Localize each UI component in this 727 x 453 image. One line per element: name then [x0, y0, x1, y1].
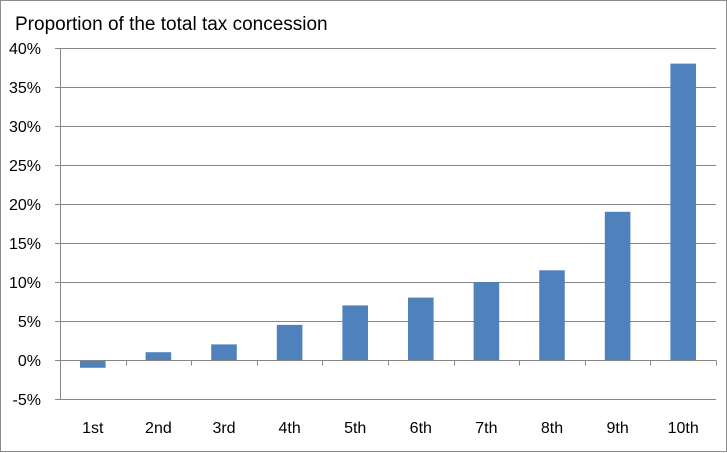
bar-8th [539, 270, 565, 360]
x-tick-label: 6th [410, 420, 432, 437]
x-tick-label: 10th [668, 420, 699, 437]
x-tick-label: 1st [82, 420, 104, 437]
bar-9th [604, 211, 631, 360]
x-tick-label: 3rd [212, 420, 235, 437]
y-tick-label: 40% [9, 41, 41, 58]
y-tick-label: -5% [13, 392, 41, 409]
y-tick-label: 15% [9, 236, 41, 253]
x-tick-label: 7th [475, 420, 497, 437]
bar-5th [342, 305, 368, 360]
x-tick-label: 9th [606, 420, 628, 437]
y-tick-label: 5% [18, 314, 41, 331]
bar-10th [670, 63, 696, 360]
bars [80, 63, 696, 368]
y-tick-label: 35% [9, 80, 41, 97]
y-tick-label: 0% [18, 353, 41, 370]
bar-2nd [145, 352, 172, 360]
y-tick-label: 30% [9, 119, 41, 136]
bar-4th [276, 324, 303, 360]
x-tick-label: 4th [278, 420, 300, 437]
chart-title: Proportion of the total tax concession [15, 14, 328, 35]
bar-1st [80, 360, 106, 368]
y-tick-label: 10% [9, 275, 41, 292]
y-tick-label: 20% [9, 197, 41, 214]
bar-3rd [211, 344, 237, 360]
bar-6th [408, 297, 434, 360]
bar-7th [473, 282, 500, 360]
x-tick-label: 5th [344, 420, 366, 437]
y-tick-label: 25% [9, 158, 41, 175]
x-tick-labels: 1st 2nd 3rd 4th 5th 6th 7th 8th 9th 10th [82, 420, 699, 437]
x-tick-label: 8th [541, 420, 563, 437]
x-tick-label: 2nd [145, 420, 172, 437]
axes [55, 48, 717, 400]
gridlines [60, 48, 716, 400]
y-tick-labels: -5% 0% 5% 10% 15% 20% 25% 30% 35% 40% [9, 41, 41, 409]
